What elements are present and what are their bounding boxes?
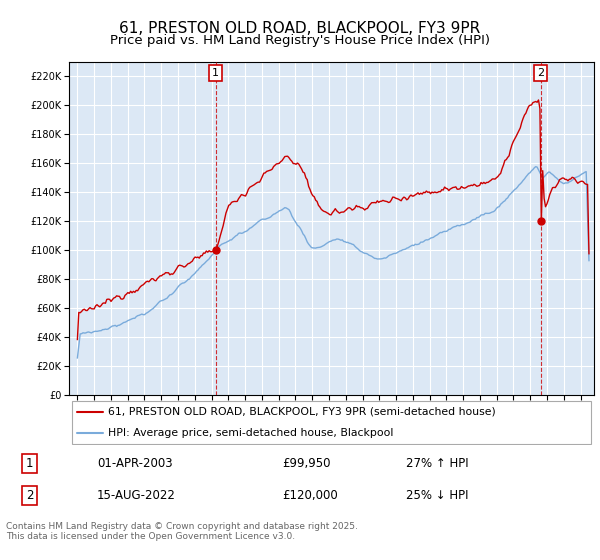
Text: 61, PRESTON OLD ROAD, BLACKPOOL, FY3 9PR (semi-detached house): 61, PRESTON OLD ROAD, BLACKPOOL, FY3 9PR… (109, 407, 496, 417)
Text: Contains HM Land Registry data © Crown copyright and database right 2025.
This d: Contains HM Land Registry data © Crown c… (6, 522, 358, 542)
Text: 27% ↑ HPI: 27% ↑ HPI (406, 457, 469, 470)
Text: £120,000: £120,000 (283, 489, 338, 502)
Text: 61, PRESTON OLD ROAD, BLACKPOOL, FY3 9PR: 61, PRESTON OLD ROAD, BLACKPOOL, FY3 9PR (119, 21, 481, 36)
Text: 15-AUG-2022: 15-AUG-2022 (97, 489, 176, 502)
Text: 2: 2 (26, 489, 33, 502)
Text: 01-APR-2003: 01-APR-2003 (97, 457, 173, 470)
Text: £99,950: £99,950 (283, 457, 331, 470)
Text: 1: 1 (212, 68, 219, 78)
Text: HPI: Average price, semi-detached house, Blackpool: HPI: Average price, semi-detached house,… (109, 428, 394, 438)
Text: 2: 2 (537, 68, 544, 78)
Text: Price paid vs. HM Land Registry's House Price Index (HPI): Price paid vs. HM Land Registry's House … (110, 34, 490, 46)
Text: 25% ↓ HPI: 25% ↓ HPI (406, 489, 469, 502)
FancyBboxPatch shape (71, 400, 592, 444)
Text: 1: 1 (26, 457, 33, 470)
